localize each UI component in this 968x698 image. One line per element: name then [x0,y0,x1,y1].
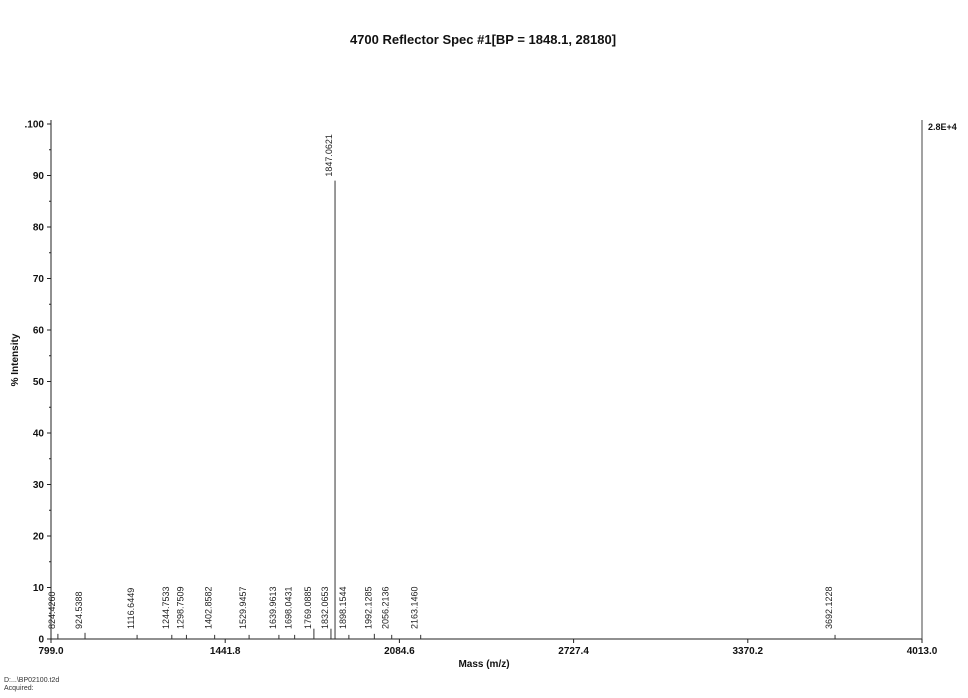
peak-label: 1402.8582 [204,586,214,629]
y-tick-label: 10 [33,583,45,594]
peak-label: 1698.0431 [284,586,294,629]
footer: D:...\BP02100.t2d Acquired: [4,677,59,693]
y-tick-label: 90 [33,171,45,182]
peak-series [57,180,836,639]
chart-title: 4700 Reflector Spec #1[BP = 1848.1, 2818… [350,32,616,47]
y-tick-label: 30 [33,480,45,491]
peak-label: 1529.9457 [238,586,248,629]
peak-label: 1992.1285 [363,586,373,629]
footer-acquired: Acquired: [4,685,34,692]
peak-label: 1116.6449 [126,588,136,629]
y-axis-ticks: 0 10 20 30 40 50 60 70 80 90 .100 [25,120,51,646]
x-tick-label: 2727.4 [558,646,589,657]
y-tick-label: 80 [33,223,45,234]
axes [50,120,923,640]
y-axis-label: % Intensity [10,333,21,386]
y-tick-label: 50 [33,377,45,388]
x-axis-ticks: 799.0 1441.8 2084.6 2727.4 3370.2 4013.0 [38,639,938,657]
peak-label: 2163.1460 [410,586,420,629]
y-tick-label: 20 [33,532,45,543]
peak-label: 1832.0653 [320,586,330,629]
y-tick-label: 60 [33,326,45,337]
x-tick-label: 2084.6 [384,646,415,657]
intensity-scale-label: 2.8E+4 [928,122,957,132]
x-axis-label: Mass (m/z) [458,659,509,670]
peak-labels: 824.4260 924.5388 1116.6449 1244.7533 1298.7… [47,134,834,629]
peak-label: 1847.0621 [324,134,334,177]
peak-label: 3692.1228 [824,586,834,629]
peak-label: 1769.0885 [303,586,313,629]
x-tick-label: 799.0 [38,646,63,657]
peak-label: 1898.1544 [338,586,348,629]
peak-label: 1298.7509 [175,586,185,629]
peak-label: 2056.2136 [381,586,391,629]
peak-label: 924.5388 [74,591,84,629]
x-tick-label: 4013.0 [907,646,938,657]
x-tick-label: 1441.8 [210,646,241,657]
y-tick-label: 0 [38,635,44,646]
x-tick-label: 3370.2 [733,646,764,657]
y-tick-label: 70 [33,274,45,285]
peak-label: 1244.7533 [161,586,171,629]
peak-label: 824.4260 [47,591,57,629]
y-tick-label: .100 [25,120,45,131]
footer-file: D:...\BP02100.t2d [4,677,60,684]
y-tick-label: 40 [33,429,45,440]
peak-label: 1639.9613 [268,586,278,629]
